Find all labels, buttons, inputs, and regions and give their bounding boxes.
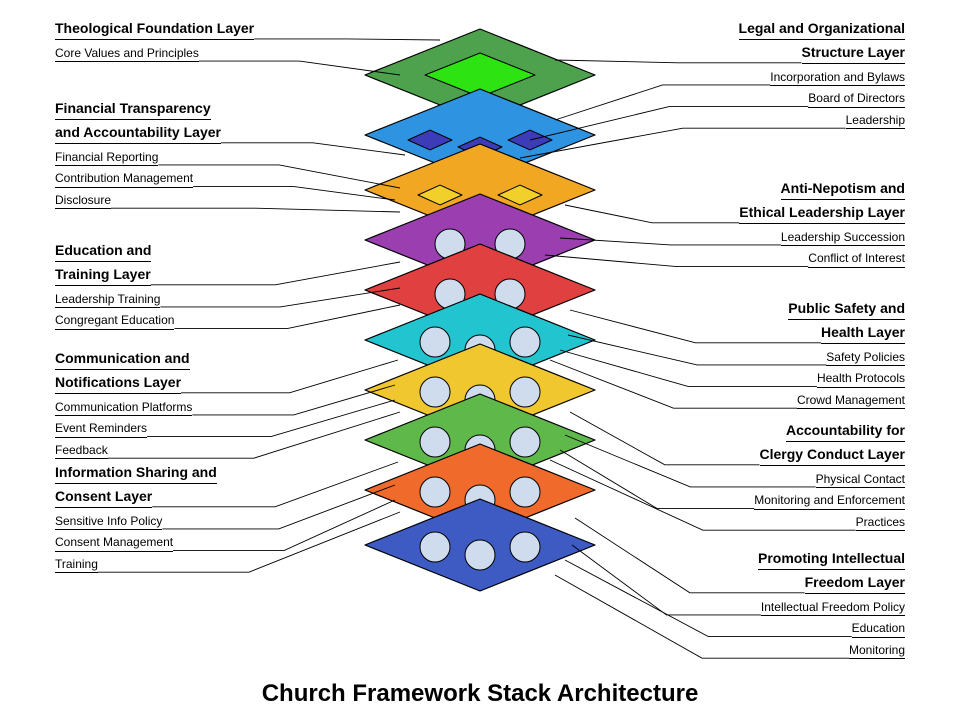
layer-title: Ethical Leadership Layer [739,203,905,224]
layer-title: Training Layer [55,265,151,286]
layer-item: Monitoring [849,642,905,659]
layer-title: Consent Layer [55,487,152,508]
layer-item: Feedback [55,442,108,459]
layer-item: Safety Policies [826,349,905,366]
layer-item: Leadership Training [55,291,160,308]
layer-item: Congregant Education [55,312,174,329]
layer-title: Clergy Conduct Layer [760,445,905,466]
layer-item: Crowd Management [797,392,905,409]
layer-label-7: Accountability for Clergy Conduct Layer Ph… [754,420,905,533]
layer-item: Monitoring and Enforcement [754,492,905,509]
layer-title: Financial Transparency [55,99,211,120]
layer-item: Consent Management [55,534,173,551]
layer-label-9: Promoting Intellectual Freedom Layer Intel… [758,548,905,661]
layer-label-8: Information Sharing and Consent Layer Sens… [55,462,217,575]
layer-title: Promoting Intellectual [758,549,905,570]
layer-title: Notifications Layer [55,373,181,394]
layer-label-0: Theological Foundation Layer Core Values … [55,18,254,63]
layer-label-6: Communication and Notifications Layer Comm… [55,348,192,461]
layer-title: Legal and Organizational [739,19,905,40]
layer-item: Contribution Management [55,170,193,187]
layer-item: Physical Contact [816,471,905,488]
layer-item: Incorporation and Bylaws [770,69,905,86]
layer-title: Communication and [55,349,190,370]
layer-title: Accountability for [786,421,905,442]
layer-item: Leadership [846,112,905,129]
layer-item: Health Protocols [817,370,905,387]
layer-title: Information Sharing and [55,463,217,484]
layer-label-2: Financial Transparency and Accountability… [55,98,221,211]
layer-item: Board of Directors [808,90,905,107]
layer-item: Event Reminders [55,420,147,437]
layer-label-3: Anti-Nepotism and Ethical Leadership Laye… [739,178,905,269]
layer-item: Practices [856,514,905,531]
layer-title: Education and [55,241,151,262]
layer-title: Structure Layer [802,43,905,64]
layer-title: Health Layer [821,323,905,344]
layer-title: Theological Foundation Layer [55,19,254,40]
layer-item: Conflict of Interest [808,250,905,267]
layer-title: Anti-Nepotism and [781,179,905,200]
layer-item: Leadership Succession [781,229,905,246]
layer-item: Core Values and Principles [55,45,199,62]
layer-title: Public Safety and [788,299,905,320]
layer-item: Training [55,556,98,573]
layer-item: Financial Reporting [55,149,158,166]
layer-label-1: Legal and Organizational Structure Layer I… [739,18,905,131]
layer-item: Education [852,620,905,637]
diagram-title: Church Framework Stack Architecture [0,680,960,708]
layer-title: Freedom Layer [805,573,905,594]
layer-item: Disclosure [55,192,111,209]
layer-title: and Accountability Layer [55,123,221,144]
layer-label-4: Education and Training Layer Leadership Tr… [55,240,174,331]
layer-item: Communication Platforms [55,399,192,416]
layer-label-5: Public Safety and Health Layer Safety Poli… [788,298,905,411]
layer-item: Intellectual Freedom Policy [761,599,905,616]
layer-item: Sensitive Info Policy [55,513,162,530]
